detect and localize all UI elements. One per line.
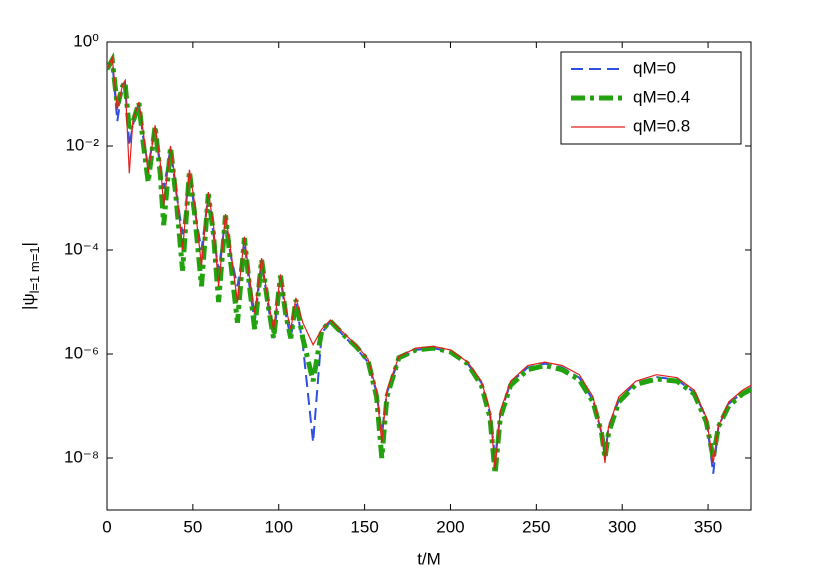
data-line [107,55,751,470]
x-tick-label: 300 [608,517,636,536]
y-tick-label: 10⁻⁸ [64,447,99,466]
x-tick-label: 0 [102,517,111,536]
y-label-sub: l=1 m=1 [27,246,42,293]
y-axis-label: |ψl=1 m=1| [19,242,42,310]
x-tick-label: 200 [436,517,464,536]
legend-label: qM=0.8 [633,116,690,135]
x-tick-label: 150 [350,517,378,536]
x-tick-label: 50 [183,517,202,536]
y-tick-label: 10⁻⁶ [64,343,99,362]
legend-label: qM=0 [633,58,676,77]
y-label-end: | [19,242,38,246]
y-tick-label: 10⁻² [65,135,99,154]
y-label-main: |ψ [19,293,38,310]
x-axis-label: t/M [417,549,441,568]
x-tick-label: 100 [265,517,293,536]
y-tick-label: 10⁻⁴ [64,239,99,258]
x-tick-label: 350 [694,517,722,536]
plot-frame [106,41,752,511]
legend-label: qM=0.4 [633,87,690,106]
x-tick-label: 250 [522,517,550,536]
y-tick-label: 10⁰ [73,31,99,50]
